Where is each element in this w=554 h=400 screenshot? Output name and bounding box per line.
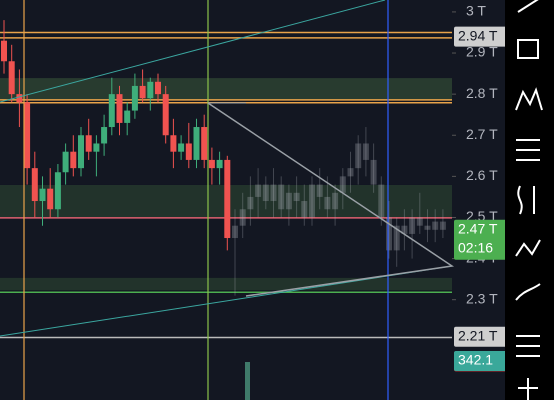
y-tick-label: 2.3 T xyxy=(466,290,498,306)
candle-body xyxy=(332,192,339,210)
candle-body xyxy=(54,172,61,210)
candle-body xyxy=(16,94,23,103)
tool-lines[interactable] xyxy=(516,335,540,357)
candle-body xyxy=(139,85,146,99)
candle-body xyxy=(147,81,154,99)
candle-body xyxy=(131,85,138,111)
candle-body xyxy=(31,168,38,202)
tool-gann[interactable] xyxy=(517,185,535,215)
tool-line[interactable] xyxy=(517,0,540,13)
candle-body xyxy=(270,184,277,202)
price-label: 2.94 T xyxy=(458,27,498,43)
candle-body xyxy=(278,184,285,210)
toolbar xyxy=(505,0,554,400)
candle-body xyxy=(155,81,161,95)
candle-body xyxy=(293,192,300,202)
candle-body xyxy=(439,221,446,230)
candle-body xyxy=(62,151,69,173)
candle-body xyxy=(116,94,123,123)
candle-body xyxy=(185,143,192,160)
candle-body xyxy=(324,196,331,210)
candle-body xyxy=(201,127,208,160)
candle-body xyxy=(85,135,92,152)
candle-body xyxy=(239,209,246,226)
tool-elliott[interactable] xyxy=(515,239,541,257)
candle-body xyxy=(108,94,115,128)
candle-body xyxy=(101,127,108,144)
tool-measure[interactable] xyxy=(518,378,538,400)
candle-body xyxy=(247,196,254,210)
price-axis: 3 T2.9 T2.8 T2.7 T2.6 T2.5 T2.4 T2.3 T xyxy=(452,3,498,306)
toolbar-bg[interactable] xyxy=(505,0,554,400)
candle-body xyxy=(362,143,369,160)
candle-body xyxy=(1,40,7,62)
drawings xyxy=(0,0,455,400)
y-tick-label: 2.8 T xyxy=(466,85,498,101)
tool-rect[interactable] xyxy=(517,39,539,59)
candle-body xyxy=(386,217,392,251)
trend-line xyxy=(0,0,386,103)
candle-body xyxy=(301,201,308,218)
candle-body xyxy=(255,184,262,197)
candle-body xyxy=(347,168,354,177)
candle-body xyxy=(193,127,200,160)
zone xyxy=(0,277,452,291)
countdown: 02:16 xyxy=(458,240,493,256)
zone xyxy=(0,78,452,100)
volume-label-box xyxy=(454,351,514,371)
tool-curve[interactable] xyxy=(515,283,541,301)
candle-body xyxy=(432,221,439,230)
price-label-box xyxy=(454,326,514,347)
candle-body xyxy=(24,102,31,169)
candle-body xyxy=(285,192,292,210)
candle-body xyxy=(124,110,131,123)
candle-body xyxy=(208,159,215,169)
candle-body xyxy=(8,61,15,95)
candle-body xyxy=(170,135,177,152)
price-label: 2.21 T xyxy=(458,327,498,343)
tool-pattern[interactable] xyxy=(515,87,543,111)
candle-body xyxy=(370,159,377,185)
candle-body xyxy=(216,159,223,169)
candle-body xyxy=(309,184,315,218)
candle-body xyxy=(339,176,346,193)
candle-body xyxy=(232,225,238,239)
candle-body xyxy=(47,188,54,210)
candle-body xyxy=(378,184,385,218)
candle-body xyxy=(401,225,408,234)
volume-label: 342.1 xyxy=(458,352,493,368)
candle-body xyxy=(93,143,100,152)
candle-body xyxy=(78,135,84,169)
candle-body xyxy=(424,225,431,230)
tool-fib[interactable] xyxy=(516,139,540,161)
candle-body xyxy=(262,184,269,202)
candle-body xyxy=(39,188,46,202)
candle-body xyxy=(70,151,77,169)
price-label-box xyxy=(454,26,514,47)
y-tick-label: 2.7 T xyxy=(466,126,498,142)
plot-area xyxy=(0,20,452,339)
triangle-drawing xyxy=(207,102,455,297)
y-tick-label: 2.9 T xyxy=(466,44,498,60)
price-label-box xyxy=(454,219,514,260)
volume-bar xyxy=(245,362,250,400)
candle-body xyxy=(162,94,169,136)
candle-body xyxy=(409,217,416,234)
price-label: 2.47 T xyxy=(458,221,498,237)
candle-body xyxy=(224,159,231,239)
candle-body xyxy=(416,217,423,226)
candle-body xyxy=(178,143,185,152)
candle-body xyxy=(393,225,400,251)
y-tick-label: 3 T xyxy=(466,3,486,19)
y-tick-label: 2.6 T xyxy=(466,167,498,183)
candle-body xyxy=(355,143,362,169)
candle-body xyxy=(316,184,323,197)
